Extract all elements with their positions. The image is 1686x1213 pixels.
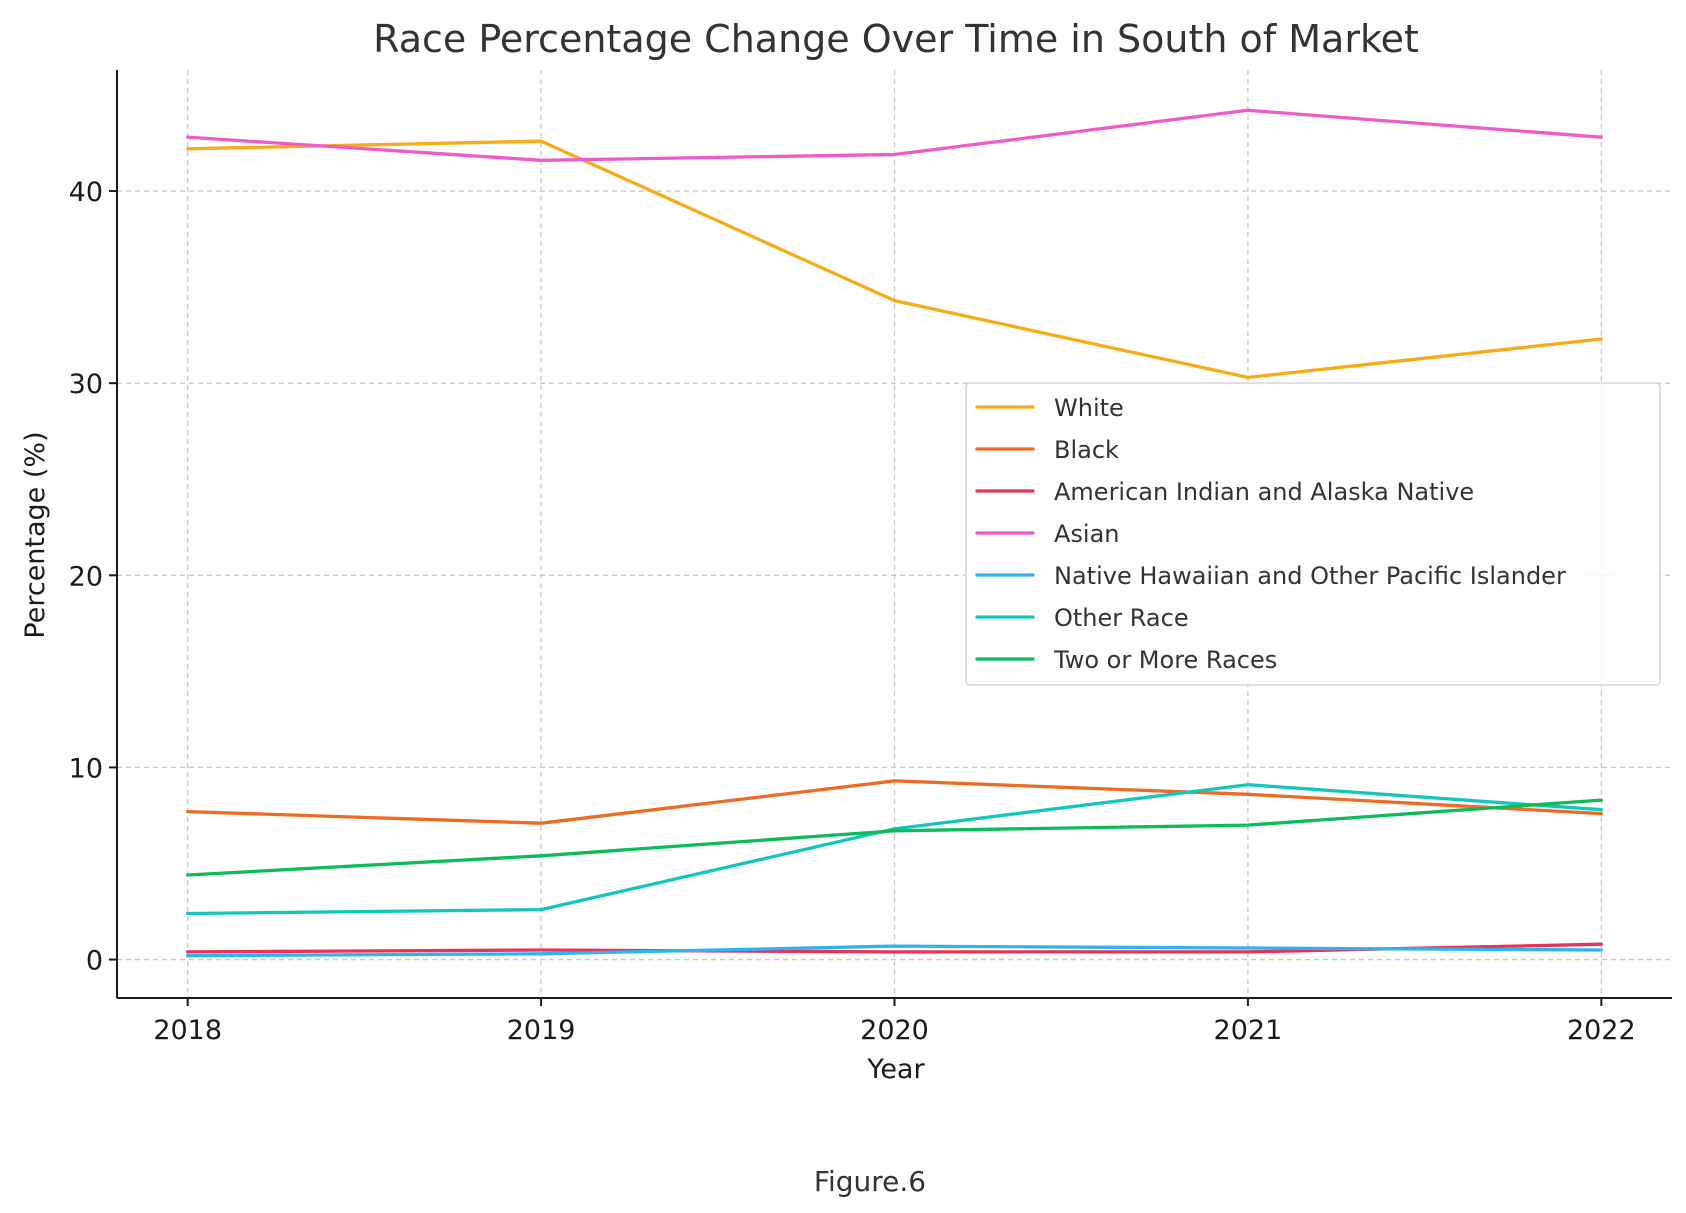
- y-tick-label: 0: [86, 946, 103, 977]
- legend-label-6: Other Race: [1054, 604, 1189, 632]
- series-line-5: [186, 944, 1603, 958]
- y-tick-label: 20: [69, 561, 103, 592]
- y-axis-label: Percentage (%): [20, 431, 51, 638]
- series-line-6: [186, 783, 1603, 916]
- series-lines: [186, 108, 1603, 958]
- series-line-1: [186, 139, 1603, 380]
- series-line-2: [186, 779, 1603, 825]
- legend-label-1: White: [1054, 394, 1124, 422]
- legend-label-5: Native Hawaiian and Other Pacific Island…: [1054, 562, 1566, 590]
- series-line-4: [186, 108, 1603, 162]
- y-tick-label: 30: [69, 369, 103, 400]
- legend-label-4: Asian: [1054, 520, 1120, 548]
- legend-label-7: Two or More Races: [1053, 646, 1277, 674]
- tick-labels: 2018 2019 2020 2021 2022 0 10 20 30 40: [69, 177, 1636, 1046]
- chart-title: Race Percentage Change Over Time in Sout…: [373, 17, 1419, 61]
- x-tick-label: 2022: [1567, 1015, 1636, 1046]
- x-tick-label: 2019: [507, 1015, 576, 1046]
- legend-label-3: American Indian and Alaska Native: [1054, 478, 1474, 506]
- x-axis-label: Year: [866, 1054, 925, 1085]
- legend-frame: [965, 382, 1661, 686]
- y-tick-label: 10: [69, 753, 103, 784]
- y-tick-label: 40: [69, 177, 103, 208]
- legend-label-2: Black: [1054, 436, 1119, 464]
- x-tick-label: 2020: [860, 1015, 929, 1046]
- series-line-7: [186, 798, 1603, 877]
- figure-caption: Figure.6: [814, 1165, 926, 1198]
- x-tick-label: 2018: [153, 1015, 222, 1046]
- legend: White Black American Indian and Alaska Nat…: [965, 382, 1661, 686]
- x-tick-label: 2021: [1214, 1015, 1283, 1046]
